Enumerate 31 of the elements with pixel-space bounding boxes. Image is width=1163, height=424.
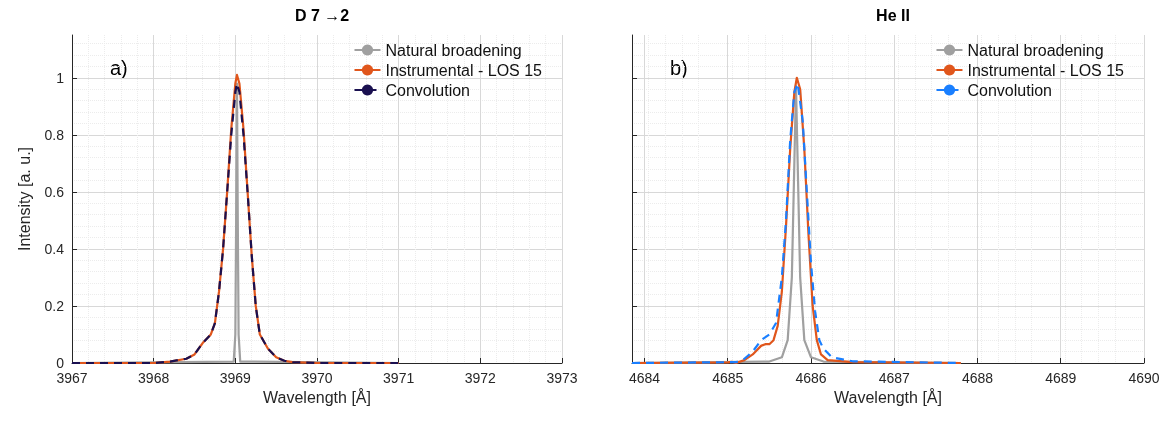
y-tick-label: 0.6 <box>44 183 65 200</box>
legend-label: Convolution <box>967 81 1052 99</box>
x-tick-label: 4688 <box>961 370 994 386</box>
y-tick-label: 0 <box>56 355 65 371</box>
y-tick-label: 0.2 <box>44 297 65 314</box>
x-tick-label: 4686 <box>795 370 827 386</box>
legend-label: Convolution <box>385 81 470 99</box>
x-tick-label: 3970 <box>301 370 333 386</box>
x-tick-label: 3971 <box>383 370 415 386</box>
x-axis-title: Wavelength [Å] <box>834 388 942 407</box>
legend-label: Natural broadening <box>967 41 1104 59</box>
chart-title: He II <box>876 6 910 24</box>
legend-label: Instrumental - LOS 15 <box>967 61 1125 79</box>
chart-title: D 7 →2 <box>294 6 350 24</box>
x-tick-label: 3969 <box>219 370 252 386</box>
x-tick-label: 3968 <box>138 370 170 386</box>
x-tick-label: 4685 <box>712 370 744 386</box>
x-tick-label: 4684 <box>628 370 661 386</box>
legend-label: Instrumental - LOS 15 <box>385 61 543 79</box>
x-axis-title: Wavelength [Å] <box>263 388 371 407</box>
x-tick-label: 4687 <box>878 370 911 386</box>
x-tick-label: 3973 <box>546 370 578 386</box>
x-tick-label: 3972 <box>464 370 497 386</box>
legend-label: Natural broadening <box>385 41 522 59</box>
y-axis-title: Intensity [a. u.] <box>15 146 33 252</box>
x-tick-label: 4689 <box>1045 370 1077 386</box>
y-tick-label: 1 <box>56 69 65 86</box>
x-tick-label: 3967 <box>56 370 88 386</box>
y-tick-label: 0.4 <box>44 240 65 257</box>
x-tick-label: 4690 <box>1128 370 1160 386</box>
y-tick-label: 0.8 <box>44 126 65 143</box>
